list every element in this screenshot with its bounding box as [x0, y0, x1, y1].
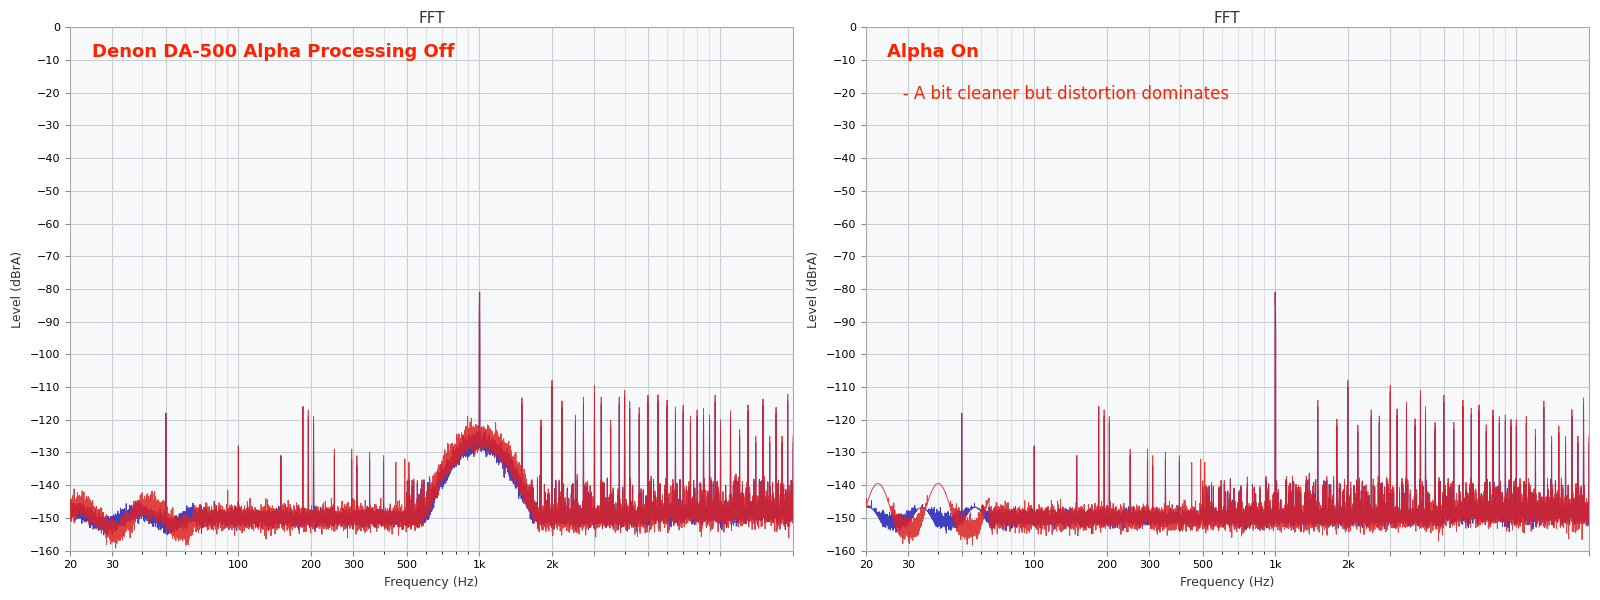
Y-axis label: Level (dBrA): Level (dBrA)	[806, 250, 819, 328]
Text: Denon DA-500 Alpha Processing Off: Denon DA-500 Alpha Processing Off	[91, 43, 454, 61]
Title: FFT: FFT	[1214, 11, 1240, 26]
X-axis label: Frequency (Hz): Frequency (Hz)	[1181, 576, 1275, 589]
Y-axis label: Level (dBrA): Level (dBrA)	[11, 250, 24, 328]
X-axis label: Frequency (Hz): Frequency (Hz)	[384, 576, 478, 589]
Text: - A bit cleaner but distortion dominates: - A bit cleaner but distortion dominates	[888, 85, 1229, 103]
Title: FFT: FFT	[418, 11, 445, 26]
Text: Alpha On: Alpha On	[888, 43, 979, 61]
